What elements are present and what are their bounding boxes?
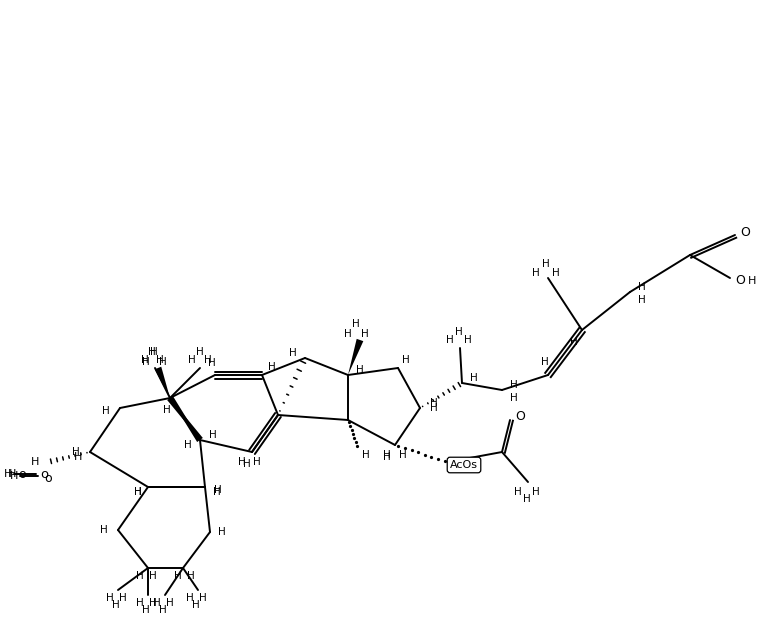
Text: H: H [446,335,454,345]
Text: H: H [142,605,150,615]
Text: H: H [541,357,549,367]
Text: H: H [102,406,110,416]
Text: H: H [514,487,522,497]
Text: H: H [159,357,167,367]
Text: H: H [153,598,161,608]
Text: H: H [163,405,171,415]
Text: H: H [383,450,391,460]
Text: H: H [289,348,297,358]
Text: o: o [40,467,48,481]
Text: H: H [356,365,364,375]
Text: H: H [4,469,12,479]
Text: H: H [149,598,157,608]
Text: H: H [199,593,207,603]
Text: O: O [735,275,745,288]
Text: H: H [361,329,369,339]
Text: O: O [740,226,750,239]
Text: H: H [383,452,391,462]
Polygon shape [167,396,200,440]
Text: AcOs: AcOs [450,460,478,470]
Text: H: H [362,450,370,460]
Text: H: H [141,355,149,365]
Text: H: H [214,485,222,495]
Text: H: H [218,527,226,537]
Text: H: H [542,259,550,269]
Text: H: H [187,571,195,581]
Text: H: H [510,393,518,403]
Text: H: H [149,571,157,581]
Text: H: H [638,282,646,292]
Text: H: H [192,600,200,610]
Text: H: H [570,337,578,347]
Text: H: H [142,357,150,367]
Text: H: H [344,329,352,339]
Text: H: H [106,593,114,603]
Text: O: O [515,410,525,423]
Text: H: H [430,398,438,408]
Text: H: H [112,600,119,610]
Text: H: H [119,593,127,603]
Text: H: H [430,403,438,413]
Text: o: o [44,471,52,484]
Text: H: H [188,355,196,365]
Text: H: H [238,457,246,467]
Text: H: H [8,469,16,479]
Text: H: H [156,355,164,365]
Text: H: H [31,457,39,467]
Polygon shape [170,398,203,442]
Text: H: H [638,295,646,305]
Text: H: H [464,335,472,345]
Text: H: H [166,598,174,608]
Text: H: H [510,380,518,390]
Text: H: H [136,571,144,581]
Text: H: H [399,450,407,460]
Text: H: H [100,525,108,535]
Text: H: H [136,598,144,608]
Text: H: H [186,593,194,603]
Text: H: H [402,355,410,365]
Text: H: H [208,358,216,368]
Text: H: H [523,494,531,504]
Text: H: H [72,447,80,457]
Polygon shape [348,339,363,375]
Text: H: H [470,373,478,383]
Text: H: H [748,276,756,286]
Text: H: H [455,327,463,337]
Text: H: H [150,347,158,357]
Text: H: H [174,571,182,581]
Text: H: H [243,459,251,469]
Text: H: H [213,487,221,497]
Text: H: H [268,362,276,372]
Text: H: H [552,268,560,278]
Polygon shape [155,366,170,398]
Text: H: H [10,471,18,481]
Text: H: H [74,452,82,462]
Text: H: H [159,605,167,615]
Text: H: H [148,347,155,357]
Text: o: o [18,467,26,481]
Text: H: H [204,355,212,365]
Text: H: H [532,268,540,278]
Text: H: H [532,487,540,497]
Text: H: H [196,347,204,357]
Text: H: H [352,319,360,329]
Text: H: H [134,487,142,497]
Text: H: H [253,457,261,467]
Text: H: H [184,440,192,450]
Text: H: H [209,430,217,440]
Text: H: H [134,487,142,497]
